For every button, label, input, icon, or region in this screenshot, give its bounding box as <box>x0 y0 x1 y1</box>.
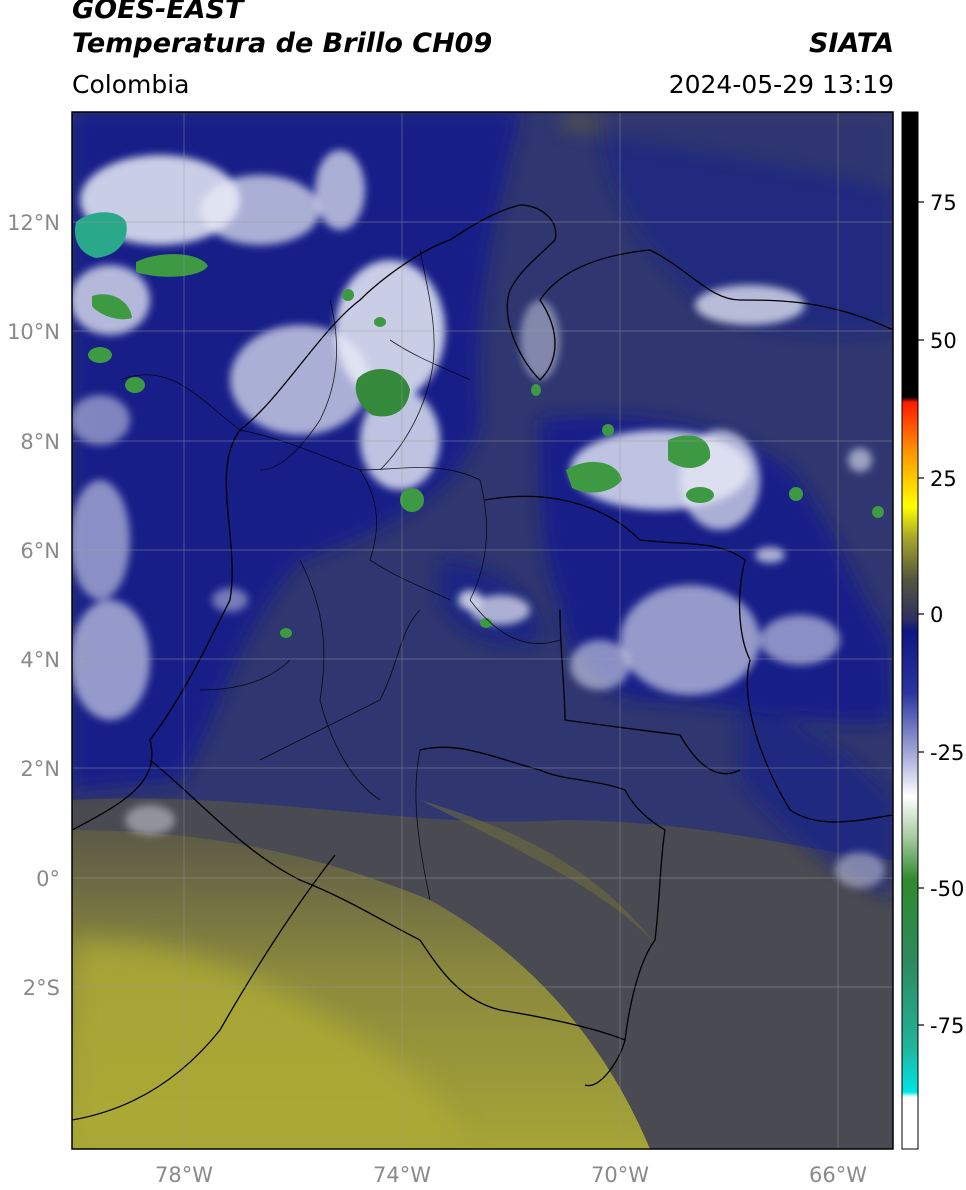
colorbar-gradient <box>901 111 919 1150</box>
colorbar-tick-label: 25 <box>930 467 957 491</box>
lat-tick-label: 10°N <box>7 320 60 344</box>
colorbar-tick-label: 0 <box>930 603 943 627</box>
cold-cores <box>74 212 884 638</box>
satellite-image <box>72 112 893 1149</box>
cloud-tops <box>72 150 885 888</box>
timestamp-label: 2024-05-29 13:19 <box>668 70 894 99</box>
colorbar: 75 50 25 0 -25 -50 -75 <box>901 111 964 1150</box>
lon-axis: 78°W 74°W 70°W 66°W <box>155 1163 867 1187</box>
lat-axis: 12°N 10°N 8°N 6°N 4°N 2°N 0° 2°S <box>7 211 60 1000</box>
map-frame <box>71 111 894 1150</box>
lon-tick-label: 66°W <box>809 1163 867 1187</box>
brand-label: SIATA <box>808 28 894 59</box>
lat-tick-label: 2°N <box>20 757 60 781</box>
lat-tick-label: 2°S <box>23 976 60 1000</box>
lat-tick-label: 6°N <box>20 539 60 563</box>
satellite-title: GOES-EAST <box>72 0 244 25</box>
colorbar-tick-label: 75 <box>930 191 957 215</box>
lon-tick-label: 78°W <box>155 1163 213 1187</box>
lon-tick-label: 70°W <box>591 1163 649 1187</box>
colorbar-tick-label: -75 <box>930 1014 964 1038</box>
lat-tick-label: 0° <box>36 867 60 891</box>
lat-tick-label: 12°N <box>7 211 60 235</box>
colorbar-tick-label: -25 <box>930 741 964 765</box>
country-borders <box>72 204 893 1121</box>
lat-tick-label: 4°N <box>20 648 60 672</box>
gridlines <box>72 112 893 1149</box>
colorbar-tick-label: 50 <box>930 329 957 353</box>
lon-tick-label: 74°W <box>373 1163 431 1187</box>
product-title: Temperatura de Brillo CH09 <box>72 28 493 59</box>
colorbar-tick-label: -50 <box>930 877 964 901</box>
lat-tick-label: 8°N <box>20 430 60 454</box>
region-label: Colombia <box>72 70 190 99</box>
